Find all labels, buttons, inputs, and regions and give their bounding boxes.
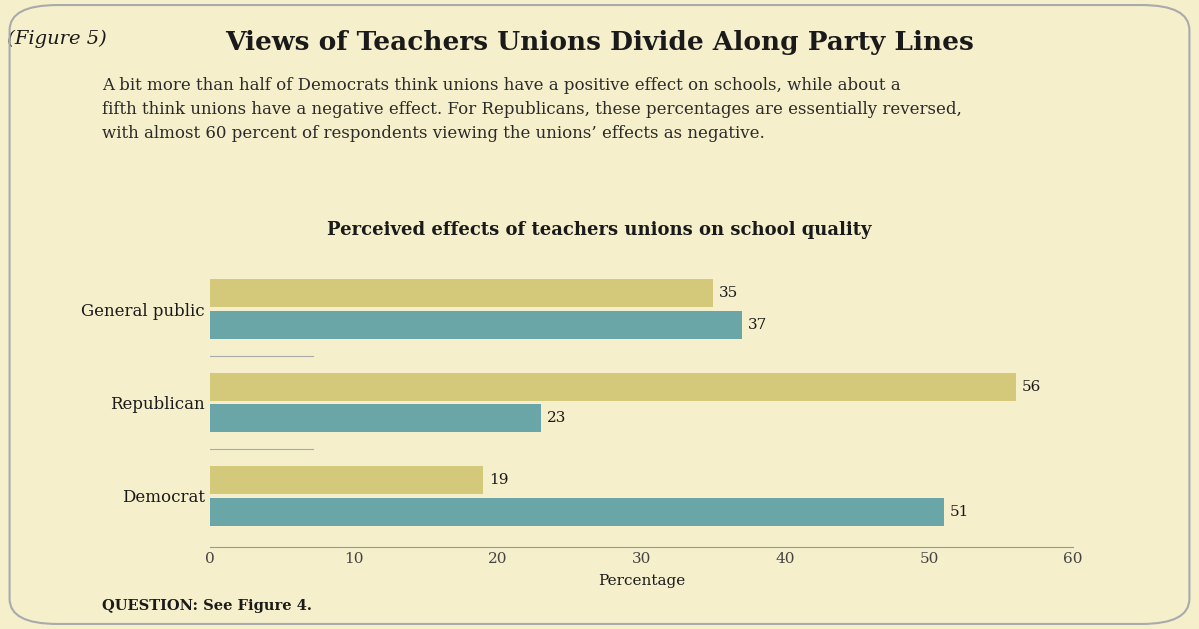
Text: Views of Teachers Unions Divide Along Party Lines: Views of Teachers Unions Divide Along Pa… (225, 30, 974, 55)
Text: 37: 37 (748, 318, 767, 332)
Bar (210, 279, 713, 308)
Bar (210, 373, 1016, 401)
Text: 35: 35 (719, 286, 739, 301)
X-axis label: Percentage: Percentage (598, 574, 685, 588)
Text: 51: 51 (950, 504, 969, 519)
Text: (Figure 5): (Figure 5) (1, 30, 107, 48)
Text: 23: 23 (547, 411, 566, 425)
Bar (210, 404, 541, 432)
Text: fifth think unions have a negative effect. For Republicans, these percentages ar: fifth think unions have a negative effec… (102, 101, 962, 118)
Bar (210, 311, 742, 339)
Text: QUESTION: See Figure 4.: QUESTION: See Figure 4. (102, 599, 312, 613)
Text: 19: 19 (489, 473, 508, 487)
Text: A bit more than half of Democrats think unions have a positive effect on schools: A bit more than half of Democrats think … (102, 77, 900, 94)
Text: with almost 60 percent of respondents viewing the unions’ effects as negative.: with almost 60 percent of respondents vi… (102, 125, 765, 142)
Bar (210, 498, 944, 526)
Text: Perceived effects of teachers unions on school quality: Perceived effects of teachers unions on … (327, 221, 872, 239)
Text: 56: 56 (1022, 380, 1041, 394)
Bar (210, 466, 483, 494)
